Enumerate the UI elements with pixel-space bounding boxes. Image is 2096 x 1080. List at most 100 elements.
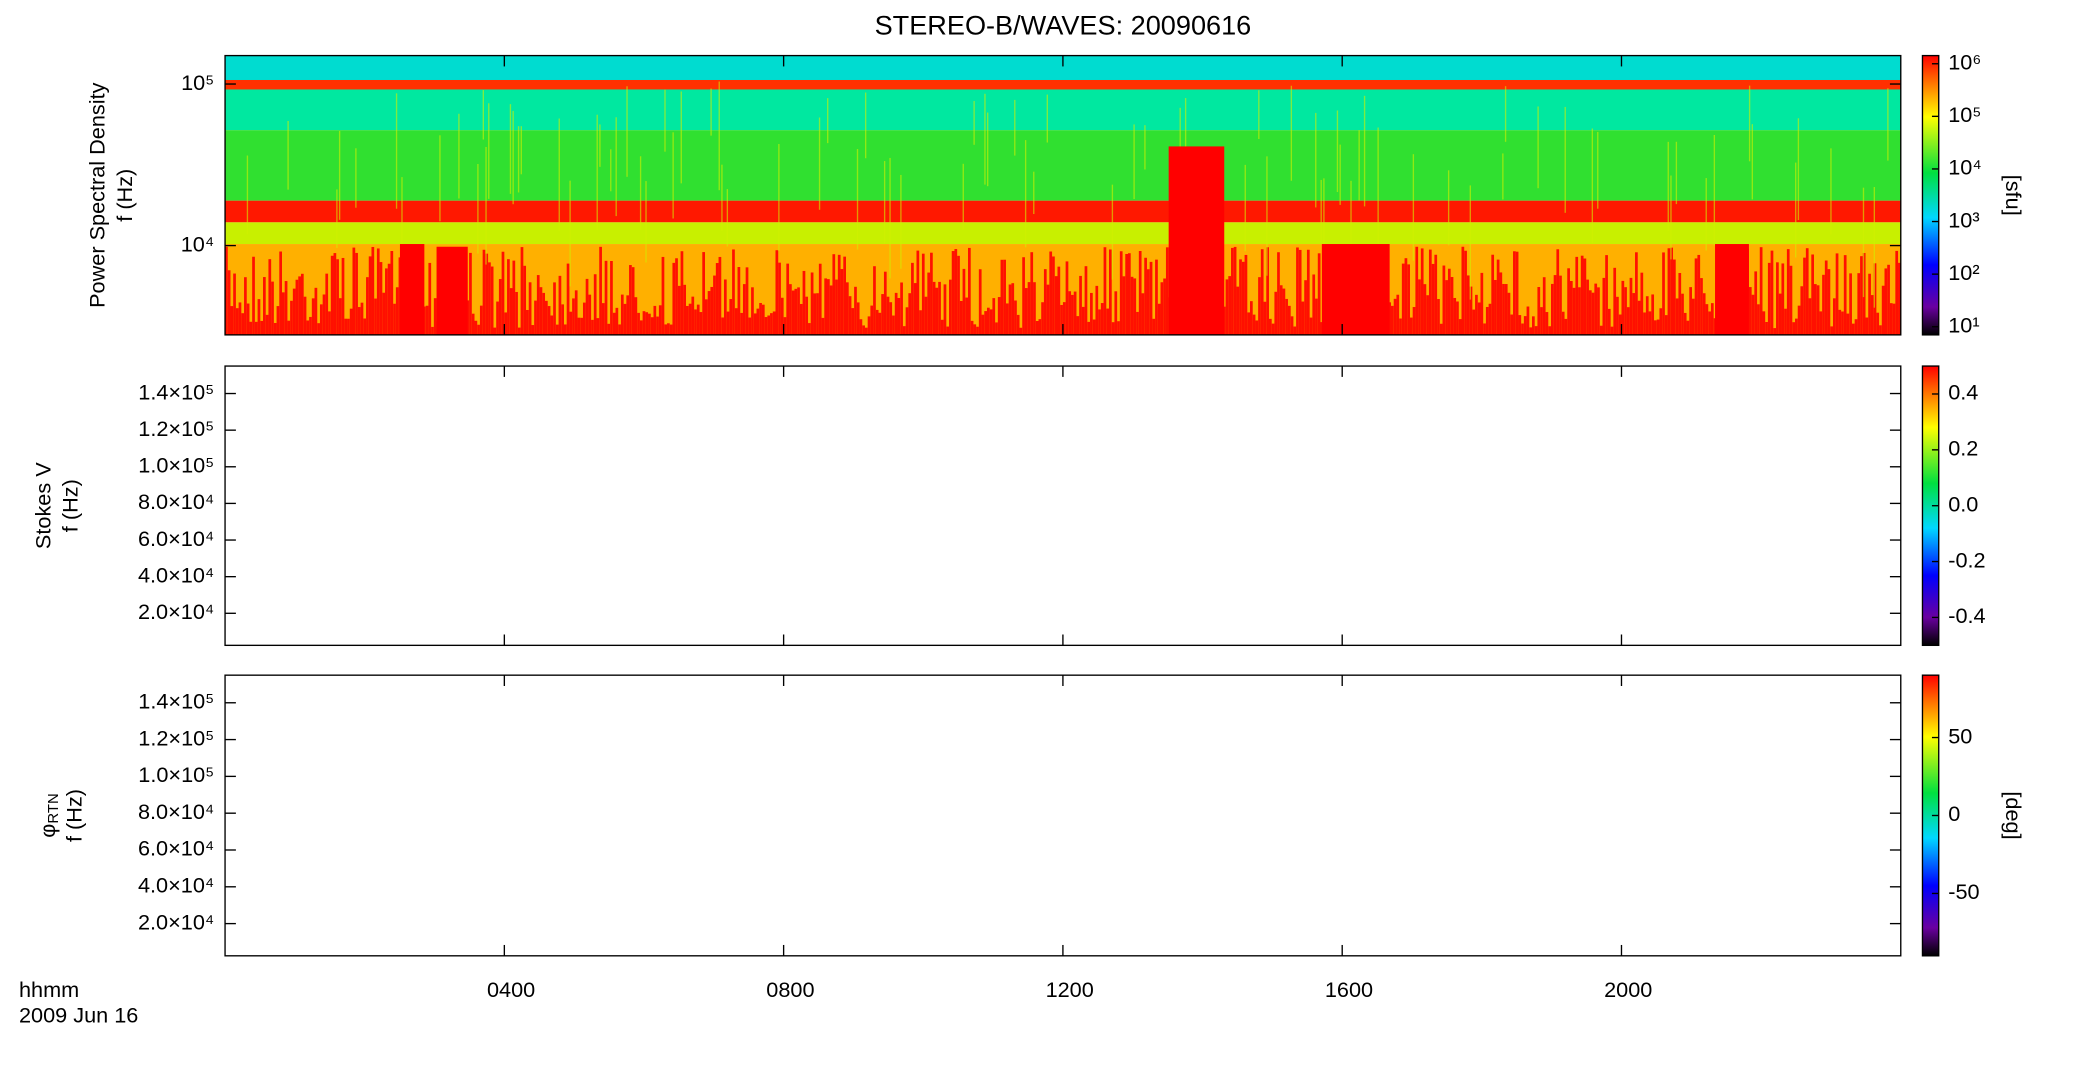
spectrogram-texture <box>1149 261 1153 335</box>
spectrogram-band <box>225 200 1901 223</box>
spectrogram-texture <box>1491 254 1495 335</box>
spectrogram-texture <box>509 288 513 335</box>
spectrogram-texture <box>827 279 830 335</box>
spectrogram-texture <box>639 156 642 231</box>
y-tick-label: 2.0×10⁴ <box>138 599 214 624</box>
spectrogram-texture <box>336 259 339 335</box>
spectrogram-texture <box>1306 249 1310 335</box>
spectrogram-texture <box>911 262 914 335</box>
spectrogram-texture <box>653 305 657 335</box>
spectrogram-texture <box>387 263 391 335</box>
spectrogram-texture <box>761 304 765 335</box>
spectrogram-texture <box>648 313 651 335</box>
y-tick-label: 4.0×10⁴ <box>138 873 214 898</box>
spectrogram-texture <box>1401 263 1405 335</box>
spectrogram-texture <box>1632 293 1636 335</box>
spectrogram-texture <box>1846 313 1850 335</box>
spectrogram-texture <box>1784 308 1787 335</box>
spectrogram-texture <box>1884 268 1888 335</box>
spectrogram-texture <box>1244 164 1246 252</box>
spectrogram-texture <box>710 286 714 335</box>
spectrogram-texture <box>1586 279 1589 335</box>
spectrogram-texture <box>1287 305 1291 335</box>
spectrogram-texture <box>794 288 798 335</box>
spectrogram-texture <box>1109 249 1112 335</box>
spectrogram-texture <box>498 279 502 335</box>
spectrogram-texture <box>859 319 863 335</box>
spectrogram-texture <box>672 262 676 335</box>
y-tick-label: 8.0×10⁴ <box>138 799 214 824</box>
spectrogram-texture <box>1122 276 1126 335</box>
spectrogram-texture <box>300 273 304 335</box>
y-tick-label: 2.0×10⁴ <box>138 909 214 934</box>
spectrogram-texture <box>1117 321 1120 335</box>
spectrogram-texture <box>1613 267 1617 335</box>
spectrogram-texture <box>818 117 821 210</box>
colorbar-tick-label: -0.4 <box>1948 603 1985 628</box>
spectrogram-texture <box>949 279 952 335</box>
spectrogram-texture <box>360 302 364 335</box>
spectrogram-texture <box>306 320 310 335</box>
spectrogram-texture <box>1321 244 1390 335</box>
spectrogram-texture <box>558 118 560 231</box>
spectrogram-texture <box>319 304 323 335</box>
spectrogram-texture <box>1456 301 1459 335</box>
spectrogram-texture <box>507 259 510 335</box>
spectrogram-texture <box>477 324 480 335</box>
spectrogram-texture <box>897 298 901 335</box>
spectrogram-texture <box>1277 252 1280 335</box>
date-label: 2009 Jun 16 <box>19 1003 138 1028</box>
spectrogram-texture <box>1073 291 1077 335</box>
spectrogram-texture <box>1795 162 1797 258</box>
spectrogram-texture <box>1168 146 1225 335</box>
spectrogram-texture <box>1689 287 1692 335</box>
spectrogram-texture <box>1542 277 1546 335</box>
spectrogram-texture <box>1024 140 1027 248</box>
spectrogram-texture <box>650 317 654 335</box>
spectrogram-texture <box>1824 260 1828 335</box>
spectrogram-texture <box>1697 254 1701 335</box>
spectrogram-texture <box>309 316 312 335</box>
spectrogram-texture <box>881 294 884 335</box>
spectrogram-texture <box>1005 303 1009 335</box>
spectrogram-texture <box>1708 311 1711 335</box>
spectrogram-texture <box>257 299 261 335</box>
spectrogram-texture <box>512 260 516 335</box>
spectrogram-texture <box>1513 251 1516 335</box>
spectrogram-texture <box>553 282 556 335</box>
y-tick-label: 10⁵ <box>181 70 214 95</box>
spectrogram-texture <box>328 311 331 335</box>
spectrogram-texture <box>759 302 762 335</box>
spectrogram-texture <box>883 271 887 335</box>
spectrogram-texture <box>837 254 841 335</box>
spectrogram-texture <box>265 314 269 335</box>
spectrogram-texture <box>1228 276 1232 335</box>
y-tick-label: 1.0×10⁵ <box>138 453 214 478</box>
spectrogram-texture <box>981 314 985 335</box>
spectrogram-texture <box>843 256 846 335</box>
spectrogram-texture <box>1881 285 1885 335</box>
spectrogram-texture <box>753 313 757 335</box>
spectrogram-texture <box>1312 274 1316 335</box>
spectrogram-texture <box>593 274 597 335</box>
colorbar-tick-label: 0.2 <box>1948 436 1978 461</box>
spectrogram-texture <box>1054 276 1058 335</box>
spectrogram-texture <box>1534 326 1538 335</box>
spectrogram-texture <box>517 126 520 193</box>
spectrogram-texture <box>1252 314 1256 335</box>
spectrogram-texture <box>799 303 803 335</box>
spectrogram-texture <box>856 149 859 250</box>
spectrogram-texture <box>1635 252 1638 335</box>
x-tick-label: 1200 <box>1046 977 1094 1002</box>
spectrogram-texture <box>726 311 730 335</box>
spectrogram-texture <box>284 281 288 335</box>
spectrogram-texture <box>273 322 277 335</box>
spectrogram-texture <box>1475 294 1478 335</box>
spectrogram-texture <box>916 250 920 335</box>
spectrogram-texture <box>664 324 668 335</box>
spectrogram-texture <box>1664 315 1668 335</box>
spectrogram-texture <box>767 315 771 335</box>
spectrogram-texture <box>1762 311 1766 335</box>
spectrogram-texture <box>596 114 598 231</box>
spectrogram-texture <box>1480 272 1484 335</box>
